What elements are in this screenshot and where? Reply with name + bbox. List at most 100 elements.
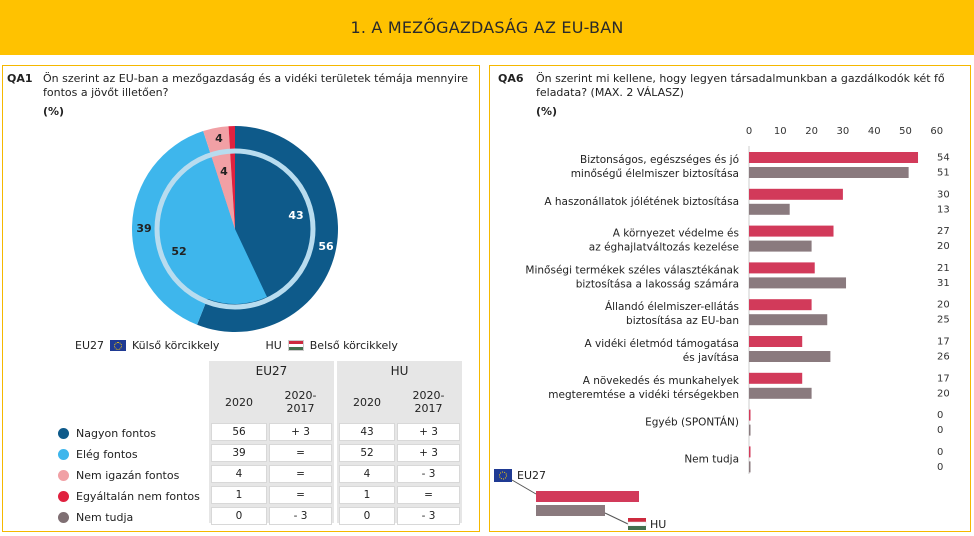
hu-flag-icon xyxy=(287,340,304,351)
bar-value-label: 27 xyxy=(937,226,950,237)
bar-value-label: 51 xyxy=(937,168,950,179)
col-hu-change: 2020- 2017 xyxy=(397,384,460,420)
bar-value-label: 30 xyxy=(937,189,950,200)
category-label: az éghajlatváltozás kezelése xyxy=(589,242,739,254)
bar-eu27 xyxy=(749,225,834,237)
category-label: Minőségi termékek széles választékának xyxy=(525,264,739,276)
legend-item: Nem igazán fontos xyxy=(58,467,179,483)
category-label: A környezet védelme és xyxy=(613,228,739,240)
cell-eu-2020: 1 xyxy=(211,486,267,504)
legend-label: Elég fontos xyxy=(76,447,138,461)
legend-label: Egyáltalán nem fontos xyxy=(76,489,200,503)
cell-hu-2020: 1 xyxy=(339,486,395,504)
section-banner: 1. A MEZŐGAZDASÁG AZ EU-BAN xyxy=(0,0,974,55)
cell-eu-change: - 3 xyxy=(269,507,332,525)
x-tick-label: 30 xyxy=(837,126,850,137)
cell-hu-change: = xyxy=(397,486,460,504)
category-label: és javítása xyxy=(683,352,739,364)
cell-eu-change: = xyxy=(269,486,332,504)
bar-value-label: 54 xyxy=(937,153,950,164)
cell-eu-change: + 3 xyxy=(269,423,332,441)
bar-value-label: 26 xyxy=(937,352,950,363)
cell-hu-change: + 3 xyxy=(397,423,460,441)
legend-item: Elég fontos xyxy=(58,446,138,462)
category-label: Állandó élelmiszer-ellátás xyxy=(605,300,739,313)
eu-flag-icon xyxy=(110,340,126,351)
hu-flag-icon xyxy=(628,518,646,522)
hu-label-0: 43 xyxy=(288,209,303,222)
hu-label-2: 4 xyxy=(220,165,228,178)
pie-separator-ring xyxy=(154,148,316,310)
bar-value-label: 0 xyxy=(937,462,943,473)
legend-item: Egyáltalán nem fontos xyxy=(58,488,200,504)
hu-slice-3 xyxy=(230,154,235,229)
col-eu-change: 2020- 2017 xyxy=(269,384,332,420)
bar-legend: EU27 HU xyxy=(494,469,666,531)
hu-slice-1 xyxy=(160,157,267,304)
category-label: Nem tudja xyxy=(684,453,739,465)
category-label: Biztonságos, egészséges és jó xyxy=(580,154,739,166)
pie-legend: EU27 Külső körcikkely HU Belső körcikkel… xyxy=(75,339,398,352)
table-hu-head: HU xyxy=(337,361,462,381)
bar-value-label: 21 xyxy=(937,263,950,274)
pie-chart: 56 39 4 43 52 4 xyxy=(132,126,339,332)
x-tick-label: 10 xyxy=(774,126,787,137)
legend-label: Nagyon fontos xyxy=(76,426,157,440)
cell-eu-2020: 39 xyxy=(211,444,267,462)
cell-eu-change: = xyxy=(269,465,332,483)
question-unit: (%) xyxy=(43,105,65,118)
bar-value-label: 0 xyxy=(937,425,943,436)
category-label: megteremtése a vidéki térségekben xyxy=(548,389,739,401)
x-tick-label: 60 xyxy=(930,126,943,137)
bar-eu27 xyxy=(749,446,751,458)
panel-qa6: QA6 Ön szerint mi kellene, hogy legyen t… xyxy=(489,65,971,532)
col-eu-2020: 2020 xyxy=(211,384,267,420)
bar-value-label: 0 xyxy=(937,447,943,458)
bar-eu27 xyxy=(749,188,843,200)
legend-dot-icon xyxy=(58,511,69,523)
category-label: minőségű élelmiszer biztosítása xyxy=(571,168,739,180)
cell-hu-2020: 4 xyxy=(339,465,395,483)
bar-value-label: 17 xyxy=(937,337,950,348)
eu27-label-2: 4 xyxy=(215,132,223,145)
bar-hu xyxy=(749,240,812,252)
legend-item: Nagyon fontos xyxy=(58,425,156,441)
eu27-label-0: 56 xyxy=(318,240,334,253)
cell-hu-2020: 52 xyxy=(339,444,395,462)
question-code: QA1 xyxy=(7,72,33,85)
category-label: Egyéb (SPONTÁN) xyxy=(645,416,739,429)
eu-flag-icon xyxy=(494,469,512,482)
cell-hu-2020: 0 xyxy=(339,507,395,525)
eu-stars-icon xyxy=(499,471,507,480)
category-label: biztosítása a lakosság számára xyxy=(576,278,739,290)
legend-hu-text: Belső körcikkely xyxy=(309,339,398,352)
hu-label-1: 52 xyxy=(171,245,186,258)
x-tick-label: 40 xyxy=(868,126,881,137)
cell-hu-2020: 43 xyxy=(339,423,395,441)
bar-value-label: 13 xyxy=(937,204,950,215)
legend-eu-bar xyxy=(536,491,639,502)
legend-dot-icon xyxy=(58,448,69,460)
bar-eu27 xyxy=(749,299,812,311)
bar-value-label: 20 xyxy=(937,241,950,252)
cell-eu-change: = xyxy=(269,444,332,462)
legend-item: Nem tudja xyxy=(58,509,133,525)
x-tick-label: 0 xyxy=(746,126,752,137)
legend-dot-icon xyxy=(58,469,69,481)
hu-flag-icon xyxy=(628,526,646,530)
question-unit: (%) xyxy=(536,105,558,118)
x-tick-label: 20 xyxy=(805,126,818,137)
question-text: Ön szerint mi kellene, hogy legyen társa… xyxy=(536,72,945,99)
legend-hu-bar xyxy=(536,505,605,516)
question-code: QA6 xyxy=(498,72,524,85)
bar-value-label: 31 xyxy=(937,278,950,289)
bar-value-label: 25 xyxy=(937,315,950,326)
bar-hu xyxy=(749,167,909,178)
category-label: A haszonállatok jólétének biztosítása xyxy=(544,196,739,208)
col-hu-2020: 2020 xyxy=(339,384,395,420)
bar-value-label: 0 xyxy=(937,410,943,421)
hu-slice-0 xyxy=(235,154,310,297)
bar-hu xyxy=(749,387,812,399)
category-label: A növekedés és munkahelyek xyxy=(583,375,740,387)
bar-value-label: 20 xyxy=(937,388,950,399)
